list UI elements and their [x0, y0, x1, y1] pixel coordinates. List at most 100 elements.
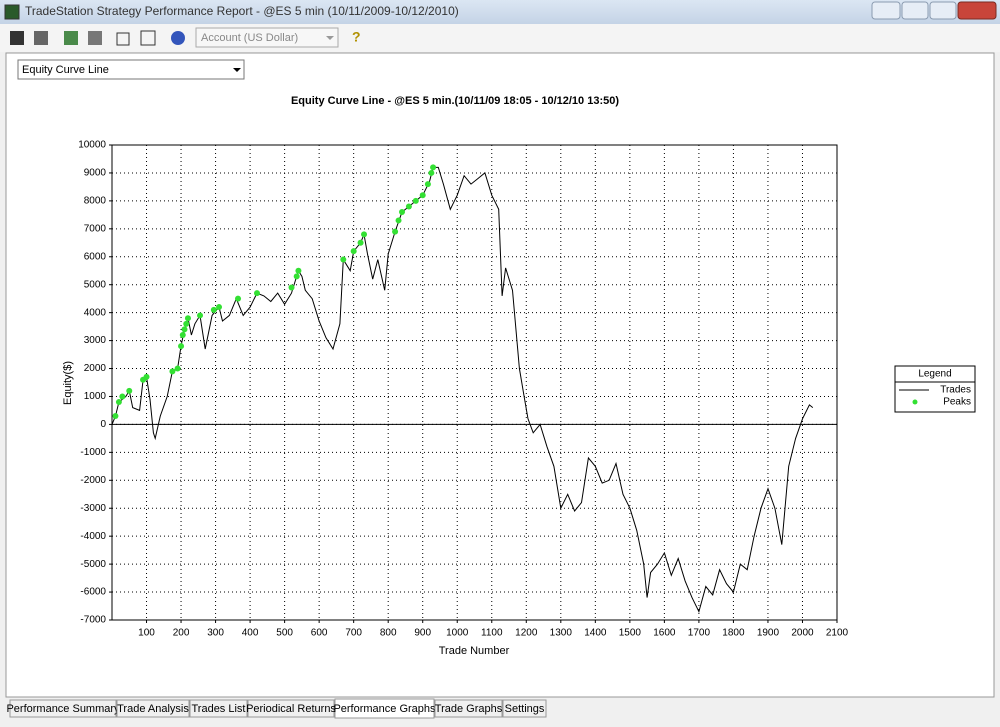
legend-swatch	[912, 399, 918, 405]
tab-label: Performance Summary	[6, 703, 120, 715]
peak-marker	[254, 290, 260, 297]
legend-title: Legend	[918, 369, 951, 380]
y-tick-label: 9000	[84, 168, 107, 179]
x-tick-label: 800	[380, 628, 397, 639]
peak-marker	[115, 399, 122, 406]
peak-marker	[293, 273, 300, 280]
y-tick-label: 8000	[84, 196, 107, 207]
dropdown-arrow	[326, 36, 334, 40]
tab[interactable]	[247, 699, 335, 718]
legend-box	[894, 365, 976, 413]
tab-label: Trade Graphs	[435, 703, 503, 715]
peak-marker	[395, 217, 402, 224]
peak-marker	[405, 203, 412, 210]
account-label: Account (US Dollar)	[201, 32, 298, 44]
y-tick-label: -4000	[80, 531, 106, 542]
peak-marker	[112, 413, 119, 420]
x-tick-label: 2000	[791, 628, 814, 639]
peak-marker	[399, 209, 405, 216]
x-tick-label: 100	[138, 628, 155, 639]
close-button[interactable]	[957, 1, 997, 20]
toolbar	[0, 24, 1000, 52]
content-panel	[5, 52, 995, 698]
y-tick-label: -1000	[80, 447, 106, 458]
tab[interactable]	[434, 699, 503, 718]
tab[interactable]	[116, 699, 190, 718]
peak-marker	[424, 181, 431, 188]
y-tick-label: 3000	[84, 335, 107, 346]
peak-marker	[288, 284, 295, 291]
y-tick-label: 4000	[84, 307, 107, 318]
y-tick-label: 0	[100, 419, 106, 430]
x-axis-label: Trade Number	[439, 645, 510, 657]
graph-select[interactable]	[17, 59, 245, 80]
x-tick-label: 1000	[446, 628, 469, 639]
tab[interactable]	[189, 699, 248, 718]
x-tick-label: 1600	[653, 628, 676, 639]
y-axis-label: Equity($)	[62, 361, 74, 405]
help-icon[interactable]: ?	[352, 29, 361, 45]
save-icon[interactable]	[10, 31, 24, 45]
graph-select-label: Equity Curve Line	[22, 64, 109, 76]
y-tick-label: 1000	[84, 391, 107, 402]
y-tick-label: -5000	[80, 559, 106, 570]
peak-marker	[179, 332, 186, 338]
refresh-icon[interactable]	[64, 31, 78, 45]
peak-marker	[174, 365, 181, 372]
peak-marker	[412, 197, 419, 204]
peak-marker	[357, 239, 364, 246]
y-tick-label: 6000	[84, 251, 107, 262]
title-bar	[0, 0, 1000, 24]
x-tick-label: 500	[276, 628, 293, 639]
x-tick-label: 1200	[515, 628, 538, 639]
tab[interactable]	[9, 699, 117, 718]
peak-marker	[361, 231, 368, 238]
peak-marker	[169, 368, 176, 375]
peak-marker	[419, 192, 426, 199]
peak-marker	[197, 312, 204, 319]
tab[interactable]	[502, 699, 547, 718]
print-icon[interactable]	[34, 31, 48, 45]
x-tick-label: 300	[207, 628, 224, 639]
peak-marker	[392, 228, 399, 235]
peak-marker	[430, 164, 437, 171]
legend-entry: Trades	[940, 385, 971, 396]
tab[interactable]	[334, 698, 435, 719]
tab-label: Trades List	[191, 703, 245, 715]
peak-marker	[119, 393, 126, 400]
legend-entry: Peaks	[943, 397, 971, 408]
y-tick-label: -3000	[80, 503, 106, 514]
account-select[interactable]	[195, 27, 339, 48]
x-tick-label: 2100	[826, 628, 849, 639]
y-tick-label: -6000	[80, 587, 106, 598]
maximize-button[interactable]	[929, 1, 957, 20]
target-icon[interactable]	[171, 31, 185, 45]
x-tick-label: 1800	[722, 628, 745, 639]
y-tick-label: -7000	[80, 615, 106, 626]
font-large-icon[interactable]	[140, 30, 156, 46]
help-button[interactable]	[871, 1, 901, 20]
peak-marker	[235, 295, 242, 302]
x-tick-label: 400	[242, 628, 259, 639]
y-tick-label: -2000	[80, 475, 106, 486]
export-icon[interactable]	[88, 31, 102, 45]
peak-marker	[340, 256, 347, 263]
x-tick-label: 1400	[584, 628, 607, 639]
peak-marker	[428, 169, 435, 176]
tab-label: Periodical Returns	[246, 703, 336, 715]
peak-marker	[210, 306, 217, 313]
x-tick-label: 700	[345, 628, 362, 639]
font-small-icon[interactable]	[116, 32, 130, 46]
tab-label: Performance Graphs	[333, 703, 436, 715]
y-tick-label: 2000	[84, 363, 107, 374]
app-icon	[4, 4, 20, 20]
x-tick-label: 1100	[481, 628, 503, 639]
minimize-button[interactable]	[901, 1, 929, 20]
peak-marker	[295, 267, 302, 274]
x-tick-label: 1900	[757, 628, 780, 639]
y-tick-label: 7000	[84, 223, 107, 234]
x-tick-label: 900	[414, 628, 431, 639]
window-title: TradeStation Strategy Performance Report…	[25, 4, 459, 18]
